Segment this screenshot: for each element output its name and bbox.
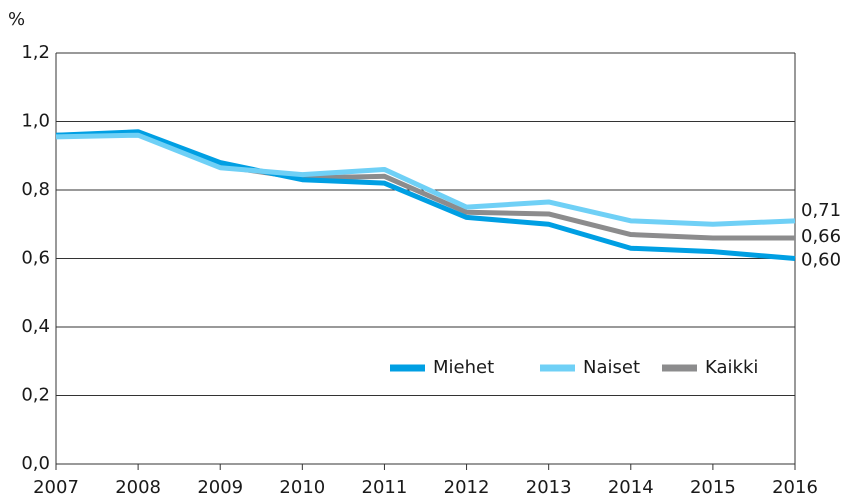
x-tick-label: 2011 — [362, 477, 408, 498]
legend-label: Miehet — [433, 357, 494, 378]
x-tick-label: 2015 — [690, 477, 736, 498]
x-tick-label: 2012 — [444, 477, 490, 498]
x-tick-label: 2016 — [772, 477, 818, 498]
legend-label: Naiset — [583, 357, 640, 378]
legend-label: Kaikki — [705, 357, 758, 378]
y-tick-label: 0,0 — [21, 453, 50, 474]
value-label: 0,60 — [801, 250, 841, 271]
value-label: 0,71 — [801, 200, 841, 221]
y-tick-label: 1,0 — [21, 111, 50, 132]
x-tick-label: 2009 — [197, 477, 243, 498]
value-label: 0,66 — [801, 226, 841, 247]
y-tick-label: 0,2 — [21, 385, 50, 406]
series-line — [55, 129, 796, 261]
y-tick-label: 0,4 — [21, 316, 50, 337]
x-tick-label: 2007 — [33, 477, 79, 498]
y-tick-label: 0,6 — [21, 248, 50, 269]
y-tick-label: 0,8 — [21, 179, 50, 200]
x-tick-label: 2010 — [279, 477, 325, 498]
y-tick-label: 1,2 — [21, 42, 50, 63]
series-line — [55, 132, 796, 227]
x-tick-label: 2008 — [115, 477, 161, 498]
y-axis-label: % — [8, 9, 25, 30]
x-tick-label: 2013 — [526, 477, 572, 498]
x-tick-label: 2014 — [608, 477, 654, 498]
